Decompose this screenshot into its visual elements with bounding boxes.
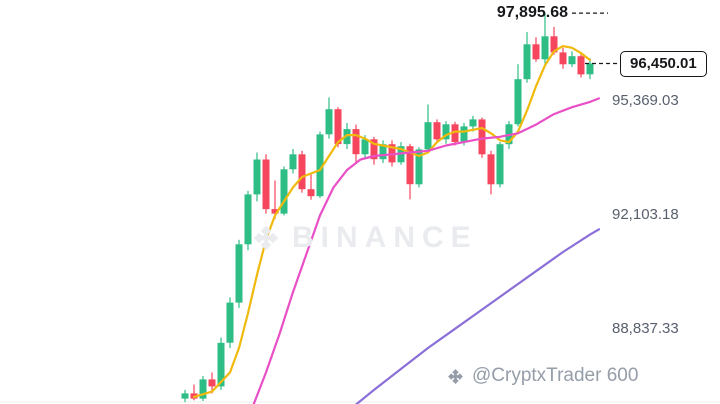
binance-watermark: BINANCE: [252, 221, 478, 255]
diamond-icon: [447, 368, 464, 385]
price-axis-label: 88,837.33: [612, 320, 679, 338]
last-price-tag: 96,450.01: [620, 50, 707, 77]
credit-watermark: @CryptxTrader 600: [447, 365, 638, 387]
binance-watermark-text: BINANCE: [292, 221, 478, 254]
price-axis-label: 92,103.18: [612, 206, 679, 224]
binance-logo-icon: [252, 224, 280, 252]
price-axis-label: 95,369.03: [612, 92, 679, 110]
high-price-label: 97,895.68: [496, 4, 568, 22]
credit-watermark-text: @CryptxTrader 600: [472, 365, 639, 386]
